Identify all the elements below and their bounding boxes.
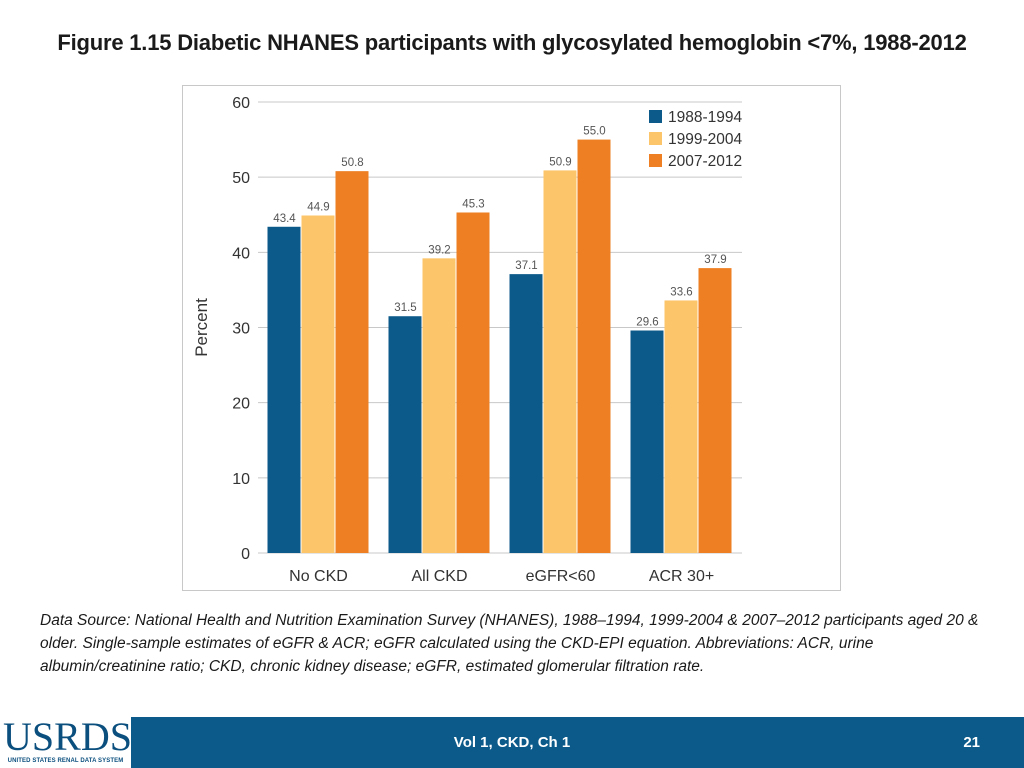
slide-title: Figure 1.15 Diabetic NHANES participants… [57, 30, 967, 55]
bar-egfr-60-1988-1994 [509, 274, 543, 553]
legend-swatch-1999-2004 [649, 132, 662, 145]
bar-egfr-60-1999-2004 [543, 170, 577, 553]
y-tick-label-40: 40 [232, 245, 250, 262]
bar-egfr-60-2007-2012 [577, 139, 611, 554]
data-source-footnote: Data Source: National Health and Nutriti… [40, 612, 979, 675]
page-number: 21 [963, 734, 980, 751]
legend-label-1988-1994: 1988-1994 [668, 109, 743, 126]
data-label: 43.4 [273, 213, 296, 225]
bar-acr-30--1999-2004 [664, 300, 698, 553]
logo-wordmark: USRDS [3, 714, 132, 759]
data-label: 55.0 [583, 126, 605, 138]
x-tick-label-3: ACR 30+ [649, 568, 714, 585]
y-tick-label-20: 20 [232, 396, 250, 413]
data-label: 50.9 [549, 156, 571, 168]
bar-all-ckd-1988-1994 [388, 316, 422, 553]
data-label: 39.2 [428, 244, 450, 256]
x-tick-label-2: eGFR<60 [526, 568, 596, 585]
bar-acr-30--2007-2012 [698, 268, 732, 553]
data-label: 44.9 [307, 202, 329, 214]
data-label: 37.9 [704, 254, 726, 266]
footer-volume-label: Vol 1, CKD, Ch 1 [453, 734, 571, 751]
data-label: 37.1 [515, 260, 537, 272]
x-tick-label-0: No CKD [289, 568, 348, 585]
bar-no-ckd-1999-2004 [301, 215, 335, 554]
usrds-logo: USRDS UNITED STATES RENAL DATA SYSTEM [0, 713, 132, 768]
bar-no-ckd-2007-2012 [335, 171, 369, 554]
y-axis-label: Percent [192, 298, 211, 357]
data-label: 50.8 [341, 157, 363, 169]
chart-frame: 0 10 20 30 40 50 60 Percent 43.4 44.9 50.8 No CKD 31… [182, 85, 841, 591]
bar-all-ckd-1999-2004 [422, 258, 456, 553]
bar-acr-30--1988-1994 [630, 330, 664, 553]
bar-no-ckd-1988-1994 [267, 226, 301, 553]
y-tick-label-30: 30 [232, 321, 250, 338]
legend-label-1999-2004: 1999-2004 [668, 131, 743, 148]
bar-all-ckd-2007-2012 [456, 212, 490, 553]
data-label: 31.5 [394, 302, 416, 314]
footer-bar [0, 717, 1024, 768]
y-tick-label-0: 0 [241, 546, 250, 563]
legend-swatch-2007-2012 [649, 154, 662, 167]
y-tick-label-60: 60 [232, 95, 250, 112]
x-tick-label-1: All CKD [411, 568, 467, 585]
bar-chart: 0 10 20 30 40 50 60 Percent 43.4 44.9 50.8 No CKD 31… [192, 95, 743, 585]
legend-label-2007-2012: 2007-2012 [668, 153, 742, 170]
legend-swatch-1988-1994 [649, 110, 662, 123]
y-tick-label-50: 50 [232, 170, 250, 187]
logo-subtitle: UNITED STATES RENAL DATA SYSTEM [7, 758, 124, 764]
data-label: 29.6 [636, 317, 658, 329]
data-label: 33.6 [670, 286, 692, 298]
y-tick-label-10: 10 [232, 471, 250, 488]
data-label: 45.3 [462, 198, 484, 210]
